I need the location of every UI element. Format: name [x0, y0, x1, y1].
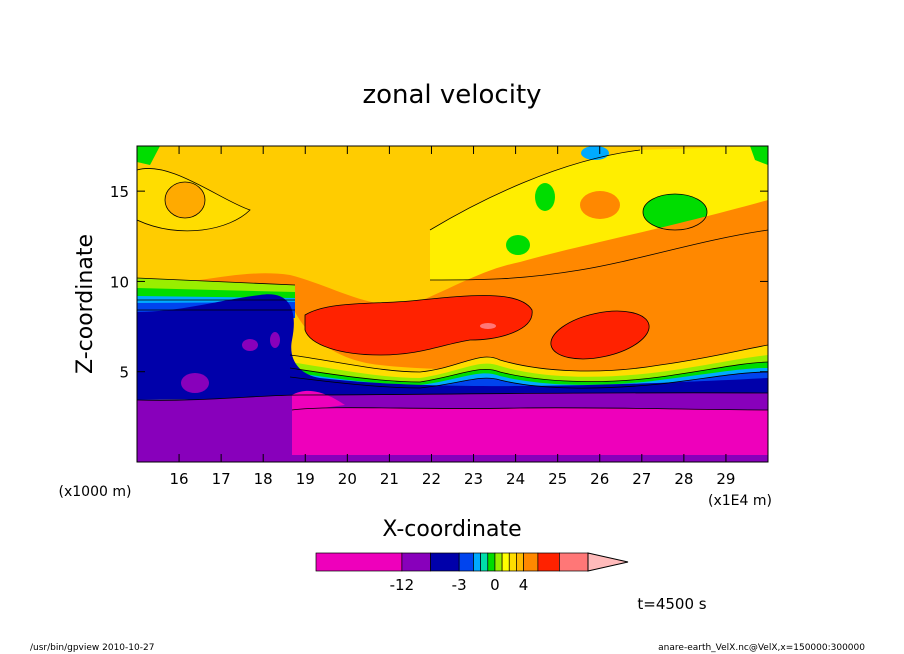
colorbar-segment	[508, 552, 517, 572]
x-tick-label: 20	[338, 470, 357, 488]
x-tick-label: 28	[674, 470, 693, 488]
colorbar-segment	[494, 552, 503, 572]
y-unit-label: (x1000 m)	[59, 484, 132, 500]
chart-title: zonal velocity	[362, 80, 541, 110]
colorbar-segment	[401, 552, 431, 572]
colorbar-segment	[487, 552, 496, 572]
x-axis-title: X-coordinate	[382, 517, 521, 542]
colorbar-label: -3	[452, 576, 467, 594]
colorbar-segment	[480, 552, 489, 572]
colorbar-label: -12	[390, 576, 415, 594]
x-axis: 16 17 18 19 20 21 22 23 24 25 26 27 28 29	[170, 146, 735, 488]
colorbar-segment	[523, 552, 539, 572]
x-tick-label: 21	[380, 470, 399, 488]
x-tick-label: 24	[506, 470, 525, 488]
contour-field	[137, 146, 768, 462]
colorbar-segment	[501, 552, 510, 572]
colorbar-label: 4	[519, 576, 529, 594]
x-tick-label: 18	[254, 470, 273, 488]
y-tick-label: 10	[110, 273, 129, 291]
colorbar-segment	[315, 552, 403, 572]
y-axis-title: Z-coordinate	[73, 234, 98, 374]
colorbar-segment	[559, 552, 589, 572]
colorbar-segment	[473, 552, 481, 572]
x-tick-label: 22	[422, 470, 441, 488]
x-tick-label: 19	[296, 470, 315, 488]
x-tick-label: 23	[464, 470, 483, 488]
x-tick-label: 26	[590, 470, 609, 488]
x-unit-label: (x1E4 m)	[708, 493, 772, 509]
x-tick-label: 27	[632, 470, 651, 488]
footer-right: anare-earth_VelX.nc@VelX,x=150000:300000	[658, 643, 865, 653]
footer-left: /usr/bin/gpview 2010-10-27	[30, 643, 154, 653]
colorbar-label: 0	[490, 576, 500, 594]
y-axis: 5 10 15	[110, 183, 768, 382]
colorbar-segment	[516, 552, 524, 572]
colorbar-segment	[537, 552, 560, 572]
colorbar-arrow	[587, 552, 629, 572]
plot-frame	[136, 145, 769, 463]
colorbar-segment	[430, 552, 460, 572]
y-tick-label: 15	[110, 183, 129, 201]
colorbar: -12 -3 0 4	[315, 552, 629, 594]
x-tick-label: 16	[170, 470, 189, 488]
colorbar-segment	[458, 552, 474, 572]
x-tick-label: 17	[212, 470, 231, 488]
x-tick-label: 25	[548, 470, 567, 488]
x-tick-label: 29	[716, 470, 735, 488]
y-tick-label: 5	[119, 364, 129, 382]
time-label: t=4500 s	[637, 595, 706, 613]
